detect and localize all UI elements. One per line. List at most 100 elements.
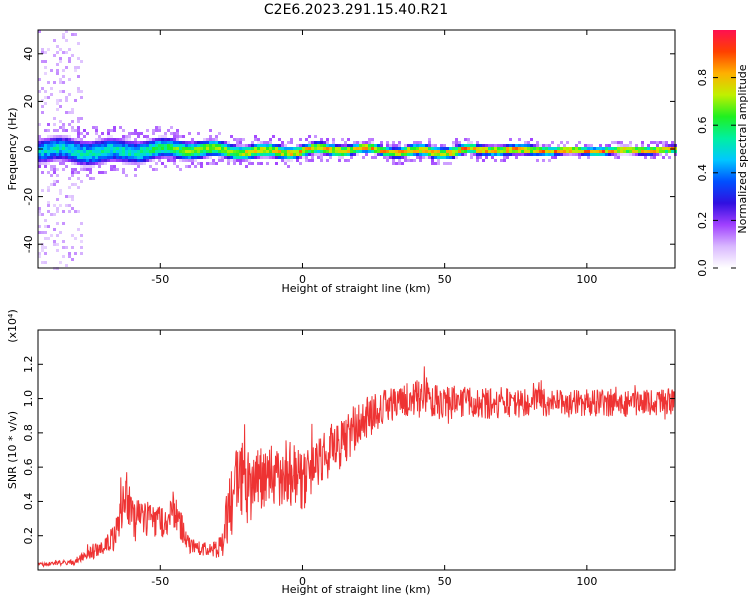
heatmap-cell: [188, 147, 191, 150]
heatmap-cell: [530, 147, 533, 150]
heatmap-cell: [62, 33, 65, 36]
heatmap-cell: [353, 147, 356, 150]
heatmap-cell: [338, 156, 341, 159]
heatmap-cell: [512, 144, 515, 147]
heatmap-cell: [125, 135, 128, 138]
heatmap-cell: [47, 141, 50, 144]
heatmap-cell: [635, 153, 638, 156]
heatmap-cell: [164, 141, 167, 144]
heatmap-cell: [542, 150, 545, 153]
heatmap-cell: [101, 144, 104, 147]
heatmap-cell: [245, 159, 248, 162]
heatmap-cell: [320, 159, 323, 162]
heatmap-cell: [146, 129, 149, 132]
heatmap-cell: [71, 141, 74, 144]
heatmap-cell: [536, 141, 539, 144]
heatmap-cell: [140, 147, 143, 150]
heatmap-cell: [77, 162, 80, 165]
heatmap-cell: [545, 153, 548, 156]
heatmap-cell: [290, 141, 293, 144]
heatmap-cell: [56, 69, 59, 72]
heatmap-cell: [41, 213, 44, 216]
y-tick-label: 1.0: [22, 390, 35, 408]
heatmap-cell: [92, 144, 95, 147]
heatmap-cell: [53, 54, 56, 57]
heatmap-cell: [161, 147, 164, 150]
heatmap-cell: [206, 153, 209, 156]
heatmap-cell: [371, 144, 374, 147]
heatmap-cell: [623, 153, 626, 156]
heatmap-cell: [122, 144, 125, 147]
heatmap-cell: [434, 144, 437, 147]
heatmap-cell: [68, 60, 71, 63]
heatmap-cell: [176, 153, 179, 156]
heatmap-cell: [524, 153, 527, 156]
heatmap-cell: [395, 156, 398, 159]
heatmap-cell: [71, 159, 74, 162]
heatmap-cell: [380, 153, 383, 156]
heatmap-cell: [302, 144, 305, 147]
heatmap-cell: [56, 99, 59, 102]
spectrogram-heatmap: [38, 30, 677, 270]
heatmap-cell: [404, 144, 407, 147]
heatmap-cell: [257, 156, 260, 159]
heatmap-cell: [401, 150, 404, 153]
heatmap-cell: [422, 147, 425, 150]
colorbar-tick-label: 0.6: [696, 116, 709, 134]
heatmap-cell: [449, 150, 452, 153]
heatmap-cell: [206, 144, 209, 147]
heatmap-cell: [92, 147, 95, 150]
heatmap-cell: [392, 147, 395, 150]
heatmap-cell: [44, 147, 47, 150]
heatmap-cell: [65, 99, 68, 102]
heatmap-cell: [146, 156, 149, 159]
heatmap-cell: [371, 150, 374, 153]
heatmap-cell: [71, 33, 74, 36]
heatmap-cell: [56, 138, 59, 141]
heatmap-cell: [308, 159, 311, 162]
heatmap-cell: [74, 33, 77, 36]
heatmap-cell: [629, 144, 632, 147]
heatmap-cell: [62, 240, 65, 243]
heatmap-cell: [77, 153, 80, 156]
heatmap-cell: [44, 141, 47, 144]
heatmap-cell: [191, 147, 194, 150]
heatmap-cell: [374, 153, 377, 156]
heatmap-cell: [557, 153, 560, 156]
spectrogram-x-axis-label: Height of straight line (km): [281, 282, 430, 295]
heatmap-cell: [62, 123, 65, 126]
heatmap-cell: [581, 147, 584, 150]
heatmap-cell: [599, 147, 602, 150]
heatmap-cell: [398, 147, 401, 150]
heatmap-cell: [365, 153, 368, 156]
snr-x-axis-label: Height of straight line (km): [281, 583, 430, 596]
heatmap-cell: [614, 153, 617, 156]
heatmap-cell: [74, 159, 77, 162]
heatmap-cell: [110, 129, 113, 132]
heatmap-cell: [440, 150, 443, 153]
heatmap-cell: [629, 153, 632, 156]
heatmap-cell: [320, 150, 323, 153]
heatmap-cell: [215, 147, 218, 150]
heatmap-cell: [143, 141, 146, 144]
heatmap-cell: [344, 144, 347, 147]
heatmap-cell: [338, 147, 341, 150]
heatmap-cell: [260, 150, 263, 153]
heatmap-cell: [413, 153, 416, 156]
heatmap-cell: [578, 141, 581, 144]
heatmap-cell: [650, 150, 653, 153]
heatmap-cell: [179, 168, 182, 171]
heatmap-cell: [491, 153, 494, 156]
heatmap-cell: [113, 138, 116, 141]
heatmap-cell: [518, 138, 521, 141]
heatmap-cell: [257, 150, 260, 153]
heatmap-cell: [446, 156, 449, 159]
heatmap-cell: [41, 150, 44, 153]
heatmap-cell: [77, 171, 80, 174]
heatmap-cell: [599, 150, 602, 153]
heatmap-cell: [149, 138, 152, 141]
heatmap-cell: [647, 147, 650, 150]
heatmap-cell: [221, 141, 224, 144]
y-tick-label: 0.2: [22, 527, 35, 545]
